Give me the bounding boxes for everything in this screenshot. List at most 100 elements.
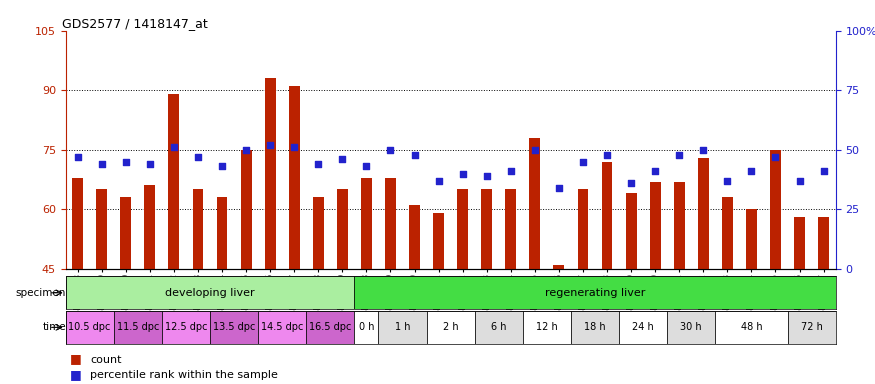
Bar xyxy=(506,189,516,269)
Bar xyxy=(169,94,179,269)
Bar xyxy=(529,138,540,269)
Text: developing liver: developing liver xyxy=(165,288,255,298)
Point xyxy=(528,147,542,153)
Bar xyxy=(361,177,372,269)
Text: 14.5 dpc: 14.5 dpc xyxy=(261,322,304,333)
Bar xyxy=(379,311,427,344)
Bar xyxy=(716,311,788,344)
Bar xyxy=(571,311,620,344)
Bar xyxy=(354,311,379,344)
Point xyxy=(263,142,277,148)
Text: 24 h: 24 h xyxy=(633,322,654,333)
Bar xyxy=(73,177,83,269)
Bar xyxy=(650,182,661,269)
Bar xyxy=(66,276,354,309)
Text: ■: ■ xyxy=(70,353,81,366)
Bar xyxy=(818,217,829,269)
Text: 18 h: 18 h xyxy=(584,322,605,333)
Bar xyxy=(217,197,228,269)
Point xyxy=(720,178,734,184)
Point xyxy=(624,180,638,186)
Bar xyxy=(458,189,468,269)
Bar xyxy=(788,311,836,344)
Text: specimen: specimen xyxy=(16,288,66,298)
Point xyxy=(71,154,85,160)
Bar xyxy=(794,217,805,269)
Bar xyxy=(162,311,210,344)
Bar xyxy=(306,311,354,344)
Bar xyxy=(602,162,612,269)
Text: ■: ■ xyxy=(70,368,81,381)
Bar xyxy=(114,311,162,344)
Bar xyxy=(433,213,444,269)
Text: percentile rank within the sample: percentile rank within the sample xyxy=(90,370,278,380)
Bar xyxy=(385,177,396,269)
Bar xyxy=(210,311,258,344)
Text: 1 h: 1 h xyxy=(395,322,410,333)
Bar xyxy=(258,311,306,344)
Point xyxy=(408,151,422,157)
Bar xyxy=(265,78,276,269)
Point xyxy=(431,178,445,184)
Point xyxy=(745,168,759,174)
Point xyxy=(480,173,494,179)
Bar xyxy=(668,311,716,344)
Bar xyxy=(722,197,732,269)
Point xyxy=(696,147,710,153)
Bar xyxy=(192,189,203,269)
Bar xyxy=(289,86,299,269)
Bar xyxy=(427,311,475,344)
Point xyxy=(360,163,374,169)
Point xyxy=(312,161,326,167)
Bar xyxy=(481,189,492,269)
Text: 72 h: 72 h xyxy=(801,322,822,333)
Bar xyxy=(121,197,131,269)
Point xyxy=(600,151,614,157)
Bar xyxy=(523,311,571,344)
Bar xyxy=(96,189,107,269)
Point xyxy=(191,154,205,160)
Text: 6 h: 6 h xyxy=(491,322,507,333)
Text: 12 h: 12 h xyxy=(536,322,557,333)
Point xyxy=(287,144,301,151)
Point xyxy=(648,168,662,174)
Bar xyxy=(66,311,114,344)
Text: 13.5 dpc: 13.5 dpc xyxy=(213,322,256,333)
Point xyxy=(816,168,830,174)
Bar xyxy=(554,265,564,269)
Point xyxy=(672,151,686,157)
Point xyxy=(119,159,133,165)
Bar xyxy=(313,197,324,269)
Text: 0 h: 0 h xyxy=(359,322,374,333)
Text: 11.5 dpc: 11.5 dpc xyxy=(116,322,159,333)
Point xyxy=(215,163,229,169)
Point xyxy=(456,170,470,177)
Bar xyxy=(144,185,155,269)
Point xyxy=(793,178,807,184)
Text: count: count xyxy=(90,355,122,365)
Point xyxy=(167,144,181,151)
Bar xyxy=(410,205,420,269)
Text: time: time xyxy=(42,322,66,333)
Bar xyxy=(746,209,757,269)
Point xyxy=(576,159,590,165)
Text: 12.5 dpc: 12.5 dpc xyxy=(164,322,207,333)
Bar xyxy=(620,311,668,344)
Bar xyxy=(578,189,588,269)
Text: 48 h: 48 h xyxy=(740,322,762,333)
Text: 2 h: 2 h xyxy=(443,322,458,333)
Bar xyxy=(698,158,709,269)
Point xyxy=(94,161,108,167)
Bar xyxy=(770,150,780,269)
Point xyxy=(335,156,349,162)
Text: 10.5 dpc: 10.5 dpc xyxy=(68,322,111,333)
Text: 16.5 dpc: 16.5 dpc xyxy=(309,322,352,333)
Bar xyxy=(241,150,251,269)
Bar xyxy=(337,189,347,269)
Bar xyxy=(674,182,684,269)
Point xyxy=(239,147,253,153)
Text: regenerating liver: regenerating liver xyxy=(545,288,645,298)
Point xyxy=(383,147,397,153)
Point xyxy=(504,168,518,174)
Bar xyxy=(354,276,836,309)
